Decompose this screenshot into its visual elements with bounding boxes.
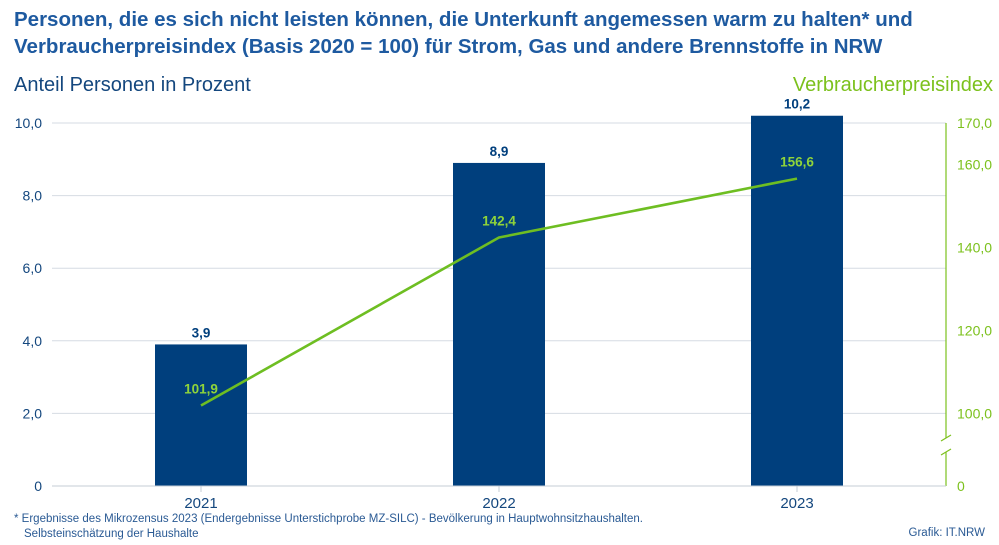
- left-tick-label: 10,0: [15, 115, 42, 131]
- bar-value-label: 8,9: [490, 144, 509, 159]
- graphic-credit: Grafik: IT.NRW: [908, 527, 985, 539]
- bar-value-label: 10,2: [784, 97, 810, 112]
- right-tick-label: 140,0: [957, 239, 992, 255]
- line-series: 101,9 142,4 156,6: [184, 155, 814, 407]
- index-line: [200, 177, 798, 407]
- right-tick-label: 100,0: [957, 405, 992, 421]
- axis-break-mark: [940, 448, 952, 456]
- left-axis-title: Anteil Personen in Prozent: [14, 74, 251, 96]
- left-y-axis: 0 2,0 4,0 6,0 8,0 10,0: [15, 115, 42, 494]
- left-tick-label: 4,0: [23, 333, 43, 349]
- left-tick-label: 0: [34, 478, 42, 494]
- footnote-line-2: Selbsteinschätzung der Haushalte: [24, 528, 199, 540]
- footnote-line-1: * Ergebnisse des Mikrozensus 2023 (Ender…: [14, 513, 643, 525]
- x-tick-label: 2022: [482, 495, 515, 512]
- chart-title-line-1: Personen, die es sich nicht leisten könn…: [14, 8, 913, 31]
- x-tick-label: 2023: [780, 495, 813, 512]
- chart-title: Personen, die es sich nicht leisten könn…: [14, 6, 989, 60]
- line-value-label: 156,6: [780, 155, 814, 170]
- right-tick-label: 120,0: [957, 322, 992, 338]
- bar: [751, 115, 843, 487]
- line-value-label: 142,4: [482, 214, 516, 229]
- chart-title-line-2: Verbraucherpreisindex (Basis 2020 = 100)…: [14, 35, 883, 58]
- right-axis-title: Verbraucherpreisindex: [792, 74, 993, 96]
- right-tick-label: 170,0: [957, 115, 992, 131]
- bar-value-label: 3,9: [192, 325, 211, 340]
- left-tick-label: 8,0: [23, 188, 43, 204]
- right-tick-label: 0: [957, 478, 965, 494]
- bar-series: 3,9 8,9 10,2: [155, 97, 843, 487]
- axis-break-mark: [940, 434, 952, 442]
- footnote: * Ergebnisse des Mikrozensus 2023 (Ender…: [14, 512, 643, 542]
- left-tick-label: 6,0: [23, 260, 43, 276]
- bar: [453, 162, 545, 486]
- right-tick-label: 160,0: [957, 156, 992, 172]
- x-tick-label: 2021: [184, 495, 217, 512]
- right-y-axis: 0 100,0 120,0 140,0 160,0 170,0: [940, 115, 992, 494]
- x-axis: 2021 2022 2023: [52, 485, 946, 512]
- left-tick-label: 2,0: [23, 405, 43, 421]
- line-value-label: 101,9: [184, 382, 218, 397]
- bar: [155, 344, 247, 486]
